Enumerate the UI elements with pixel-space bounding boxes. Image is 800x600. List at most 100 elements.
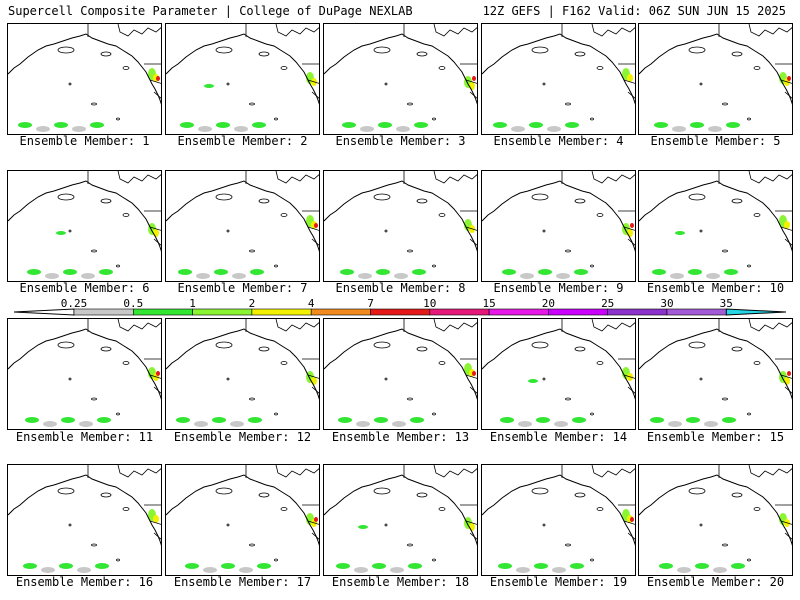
border-line: [465, 374, 477, 379]
border-line: [149, 79, 161, 84]
member-map-panel: [323, 170, 478, 282]
page-title: Supercell Composite Parameter | College …: [8, 4, 413, 18]
coastline: [639, 474, 792, 546]
island: [531, 341, 549, 349]
island: [747, 558, 751, 562]
island: [407, 397, 413, 401]
coastline: [8, 180, 161, 252]
coastline: [324, 328, 477, 400]
island: [68, 229, 72, 233]
colorbar-tick-label: 25: [601, 297, 614, 310]
basemap: [639, 171, 792, 279]
border-line: [433, 171, 477, 184]
scp-shading: [23, 563, 37, 569]
scp-shading: [95, 563, 109, 569]
colorbar-segment: [251, 308, 312, 316]
scp-shading: [196, 273, 210, 279]
island: [280, 66, 288, 70]
island: [122, 361, 130, 365]
island: [249, 102, 255, 106]
scp-shading: [630, 223, 634, 228]
scp-shading: [81, 273, 95, 279]
coastline: [8, 33, 161, 105]
island: [432, 264, 436, 268]
island: [688, 193, 706, 201]
scp-shading: [63, 269, 77, 275]
scp-shading: [99, 269, 113, 275]
island: [215, 487, 233, 495]
basemap: [166, 319, 319, 427]
border-line: [153, 91, 161, 99]
member-label: Ensemble Member: 19: [489, 575, 628, 589]
scp-shading: [414, 122, 428, 128]
scp-shading: [204, 84, 214, 88]
scp-shading: [572, 417, 586, 423]
scp-shading: [156, 371, 160, 376]
coastline: [639, 328, 792, 400]
colorbar-segment: [488, 308, 549, 316]
scp-shading: [250, 269, 264, 275]
island: [722, 397, 728, 401]
island: [688, 46, 706, 54]
member-map-panel: [638, 170, 793, 282]
member-map-panel: [165, 318, 320, 430]
border-line: [117, 24, 161, 37]
island: [100, 346, 112, 352]
scp-shading: [534, 563, 548, 569]
scp-shading: [554, 421, 568, 427]
scp-shading: [784, 377, 790, 385]
scp-shading: [72, 126, 86, 132]
colorbar-tick-label: 30: [660, 297, 673, 310]
scp-shading: [374, 417, 388, 423]
island: [91, 543, 97, 547]
island: [226, 82, 230, 86]
border-line: [627, 91, 635, 99]
island: [574, 51, 586, 57]
colorbar-segment: [192, 308, 253, 316]
scp-shading: [360, 126, 374, 132]
island: [574, 346, 586, 352]
member-map-panel: [638, 23, 793, 135]
scp-shading: [670, 273, 684, 279]
border-line: [153, 532, 161, 540]
border-line: [117, 319, 161, 332]
border-line: [469, 238, 477, 246]
border-line: [469, 386, 477, 394]
basemap: [324, 24, 477, 132]
scp-shading: [511, 126, 525, 132]
island: [258, 492, 270, 498]
scp-shading: [688, 269, 702, 275]
island: [590, 264, 594, 268]
border-line: [748, 319, 792, 332]
basemap: [324, 465, 477, 573]
island: [596, 66, 604, 70]
coastline: [482, 33, 635, 105]
coastline: [639, 33, 792, 105]
scp-shading: [178, 269, 192, 275]
border-line: [153, 238, 161, 246]
island: [373, 46, 391, 54]
island: [438, 507, 446, 511]
coastline: [166, 33, 319, 105]
island: [531, 193, 549, 201]
scp-shading: [336, 563, 350, 569]
colorbar-tick-label: 7: [367, 297, 374, 310]
basemap: [324, 171, 477, 279]
scp-shading: [722, 417, 736, 423]
colorbar-segment: [429, 308, 490, 316]
border-line: [784, 91, 792, 99]
scp-shading: [787, 76, 791, 81]
member-map-panel: [323, 318, 478, 430]
border-line: [275, 319, 319, 332]
island: [68, 523, 72, 527]
border-line: [784, 238, 792, 246]
island: [753, 213, 761, 217]
island: [565, 397, 571, 401]
island: [407, 102, 413, 106]
border-line: [784, 386, 792, 394]
coastline: [482, 180, 635, 252]
colorbar-segment: [370, 308, 431, 316]
scp-shading: [708, 126, 722, 132]
member-label: Ensemble Member: 12: [173, 430, 312, 444]
scp-shading: [314, 223, 318, 228]
